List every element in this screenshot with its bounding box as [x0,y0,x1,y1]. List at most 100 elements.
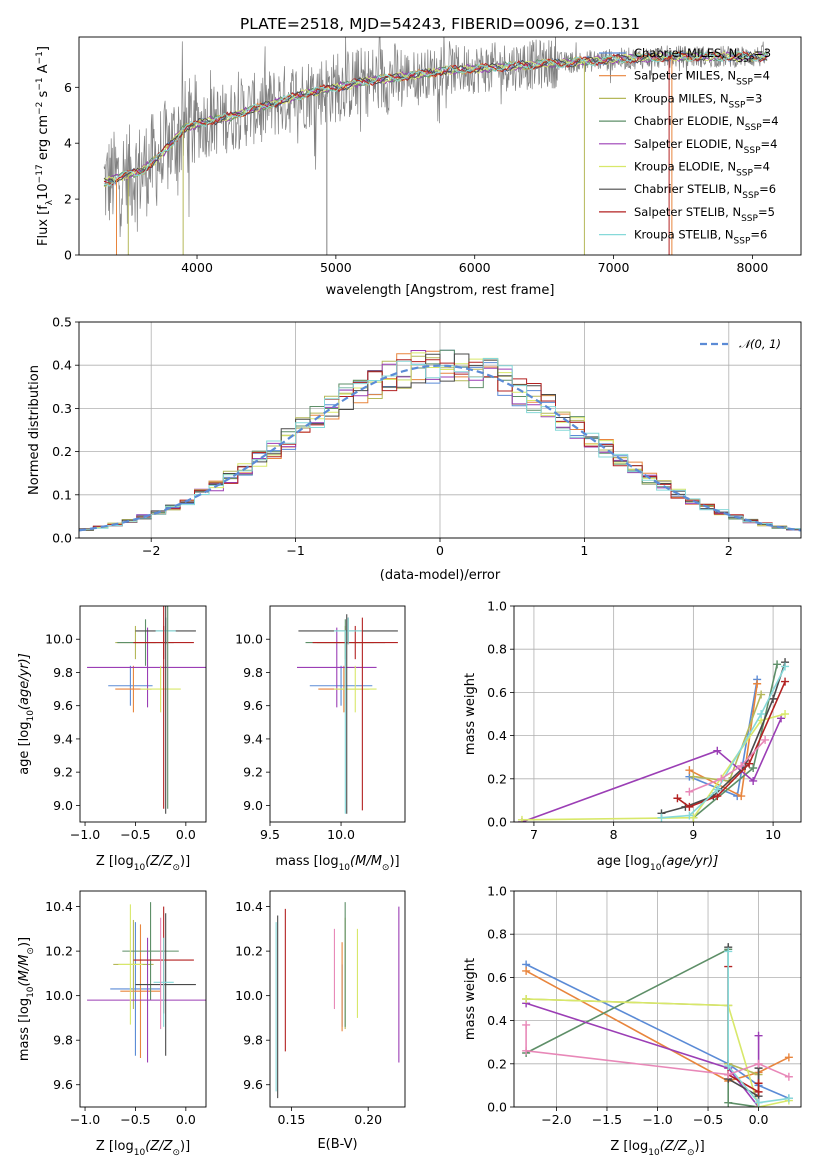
x-tick-label: 8000 [736,260,768,275]
y-tick-label: 0.4 [52,358,72,373]
weight-point-marker [724,1070,733,1079]
weight-point-marker [522,966,531,975]
y-tick-label: 1.0 [487,884,507,899]
weight-point-marker [673,794,682,803]
y-tick-label: 10.2 [235,944,263,959]
weight-point-marker [781,710,790,718]
residuals-panel: −2 −1 0 1 2 0.0 0.1 0.2 0.3 0.4 0.5 (data-model)/er… [27,315,802,583]
weight-point-marker [749,776,758,785]
x-tick-label: 0.0 [176,1112,196,1127]
axes-frame [79,890,207,1108]
weight-point-marker [689,772,698,781]
x-tick-label: 8 [610,827,618,842]
axes-frame [269,890,406,1108]
weight-point-marker [784,1072,793,1081]
legend-label: Chabrier MILES, NSSP=3 [634,46,771,65]
y-tick-label: 0.2 [487,771,507,786]
x-tick-label: 0.0 [749,1112,769,1127]
y-tick-label: 10.4 [235,899,263,914]
x-tick-label: −0.5 [120,827,150,842]
y-tick-label: 0.6 [487,685,507,700]
y-tick-label: 10.0 [45,988,73,1003]
x-tick-label: 7000 [598,260,630,275]
weight-point-marker [737,761,746,770]
y-tick-label: 9.8 [243,665,263,680]
y-tick-label: 0.5 [52,315,72,330]
y-tick-label: 1.0 [487,599,507,614]
y-tick-label: 0.4 [487,1013,507,1028]
weight-series-line [525,947,759,1107]
x-tick-label: −1.0 [642,1112,672,1127]
errorbar-group [275,902,400,1099]
x-tick-label: −0.5 [120,1112,150,1127]
y-axis-label: Flux [fλ10−17 erg cm−2 s−1 A−1] [35,46,55,246]
weight-point-marker [517,815,526,822]
y-tick-label: 4 [64,136,72,151]
weight-point-marker [784,1094,793,1103]
legend-label: Salpeter MILES, NSSP=4 [634,69,770,88]
x-tick-label: 6000 [459,260,491,275]
y-tick-label: 0.6 [487,970,507,985]
weight-point-marker [754,1087,763,1096]
x-axis-label: E(B-V) [317,1137,357,1152]
x-axis-label: (data-model)/error [380,568,501,583]
y-axis-label: Normed distribution [27,365,42,495]
errorbar-group [297,614,398,814]
weight-point-marker [781,677,790,686]
y-tick-label: 9.2 [53,765,73,780]
y-tick-label: 9.8 [53,1033,73,1048]
x-tick-label: 9 [689,827,697,842]
weight-series-line [727,951,790,1104]
y-tick-label: 0 [64,248,72,263]
weight-point-marker [761,735,770,744]
model-spectrum-line [103,51,768,187]
weight-point-marker [685,811,694,820]
y-tick-label: 0.1 [52,487,72,502]
weight-lines [517,658,790,822]
axes-frame [513,890,802,1108]
x-tick-label: −1 [286,543,304,558]
weight-point-marker [522,1020,531,1029]
x-tick-label: 5000 [320,260,352,275]
errorbar-group [87,606,206,814]
y-tick-label: 9.6 [243,698,263,713]
y-tick-label: 6 [64,80,72,95]
x-axis-label: mass [log10(M/M⊙)] [275,854,399,873]
legend-label: Kroupa MILES, NSSP=3 [634,91,762,110]
weight-point-marker [754,1031,763,1040]
x-axis-label: Z [log10(Z/Z⊙)] [610,1139,704,1158]
weight-point-marker [769,694,778,703]
figure-title: PLATE=2518, MJD=54243, FIBERID=0096, z=0… [240,15,640,33]
axes-frame [269,605,406,823]
y-tick-label: 0.4 [487,728,507,743]
x-axis-label: Z [log10(Z/Z⊙)] [96,854,190,873]
weight-point-marker [713,746,722,755]
spectrum-traces [103,37,769,255]
weight-point-marker [724,1098,733,1107]
errorbar-group [87,902,206,1063]
spectrum-panel: 4000 5000 6000 7000 8000 0 2 4 6 wavelength [Angs… [35,36,802,298]
age-vs-mass-panel: 9.5 10.0 9.0 9.2 9.4 9.6 9.8 10.0 mass [log10(M/… [235,605,406,873]
legend-label: Salpeter ELODIE, NSSP=4 [634,137,777,156]
y-tick-label: 10.0 [45,632,73,647]
y-tick-label: 9.2 [243,765,263,780]
x-axis-label: age [log10(age/yr)] [597,854,719,873]
y-tick-label: 0.0 [487,815,507,830]
weight-point-marker [724,1061,733,1070]
weight-point-marker [745,759,754,768]
y-tick-label: 9.6 [53,698,73,713]
weight-point-marker [754,1059,763,1068]
x-tick-label: −1.5 [592,1112,622,1127]
x-tick-label: −0.5 [693,1112,723,1127]
y-tick-label: 10.0 [235,632,263,647]
x-axis-label: wavelength [Angstrom, rest frame] [326,283,555,298]
y-tick-label: 0.2 [52,444,72,459]
y-tick-label: 2 [64,192,72,207]
weight-point-marker [713,785,722,794]
weight-point-marker [522,995,531,1003]
weight-point-marker [749,764,758,772]
y-tick-label: 0.8 [487,927,507,942]
x-tick-label: 2 [725,543,733,558]
mass-vs-ebv-panel: 0.15 0.20 9.6 9.8 10.0 10.2 10.4 E(B-V) [235,890,406,1152]
